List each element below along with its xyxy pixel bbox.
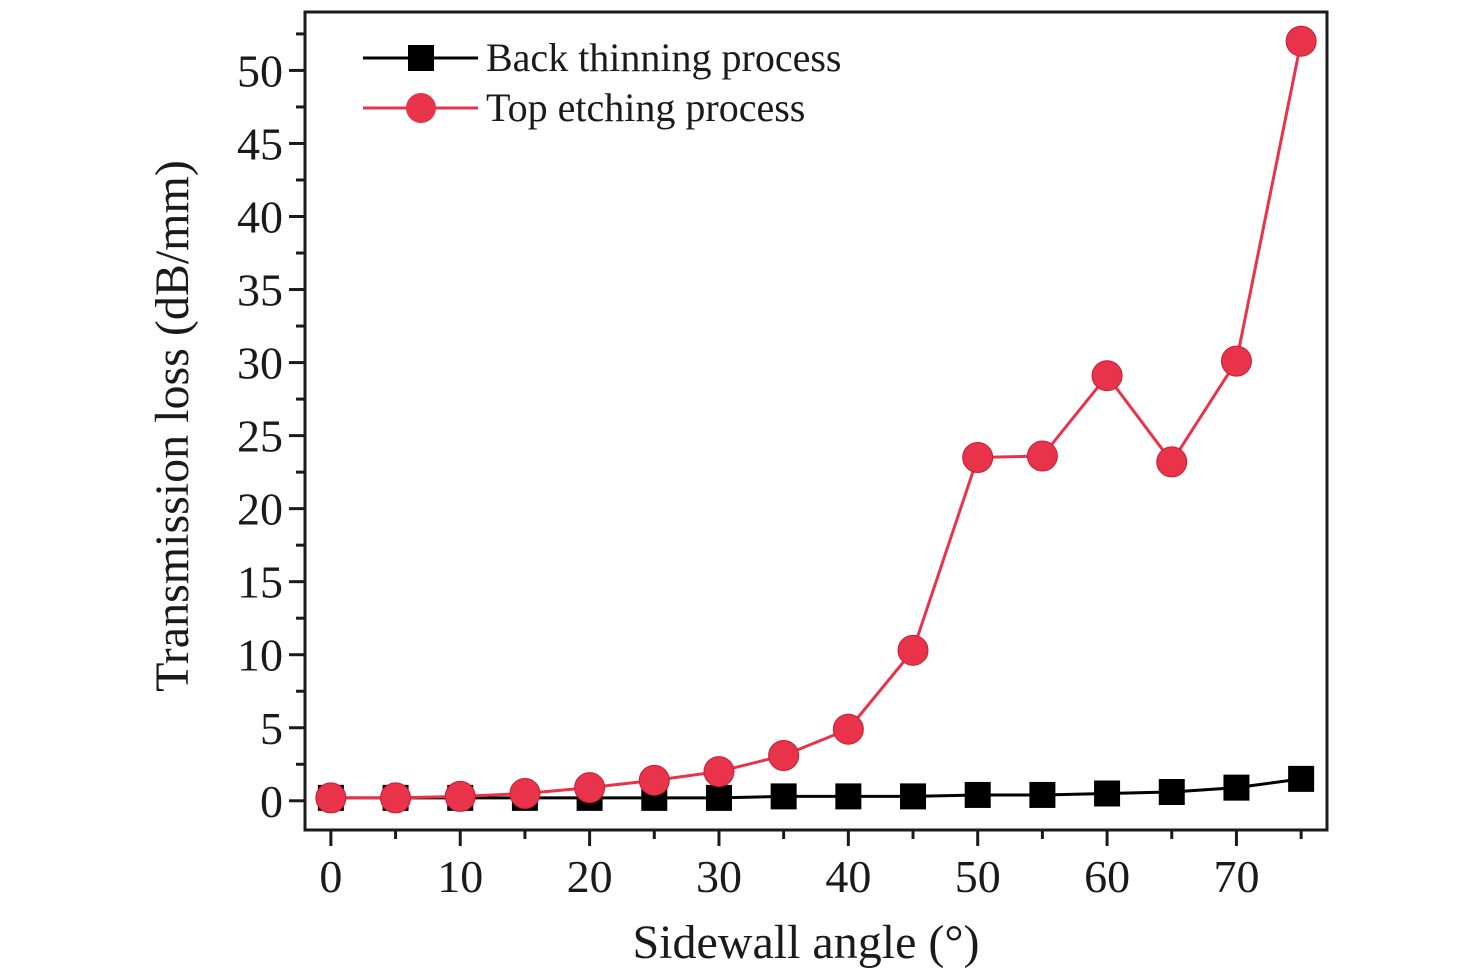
- plot-frame: [303, 10, 1329, 832]
- data-point-square: [1158, 779, 1185, 806]
- y-tick-label: 0: [260, 776, 283, 827]
- x-tick-label: 0: [319, 851, 342, 902]
- y-tick-label: 25: [237, 411, 283, 462]
- data-point-circle: [380, 782, 412, 814]
- data-point-circle: [832, 713, 864, 745]
- data-point-square: [1094, 780, 1121, 807]
- data-point-circle: [1220, 345, 1252, 377]
- y-tick-label: 20: [237, 484, 283, 535]
- data-point-circle: [962, 442, 994, 474]
- x-tick-label: 60: [1084, 851, 1130, 902]
- data-point-square: [705, 784, 732, 811]
- data-point-square: [835, 783, 862, 810]
- data-point-square: [964, 781, 991, 808]
- y-tick-label: 30: [237, 338, 283, 389]
- legend: Back thinning process Top etching process: [363, 35, 842, 130]
- axis-ticks: 0 10 20 30 40 50 60 70 0 5 10 15 20 25 30 35 40 45 50: [237, 32, 1303, 902]
- legend-marker-square: [408, 45, 434, 71]
- data-point-circle: [703, 756, 735, 788]
- legend-label: Top etching process: [486, 85, 805, 130]
- x-tick-label: 30: [696, 851, 742, 902]
- data-point-square: [1288, 765, 1315, 792]
- legend-marker-circle: [406, 93, 436, 123]
- x-tick-label: 10: [437, 851, 483, 902]
- y-axis-label: Transmission loss (dB/mm): [146, 160, 199, 692]
- data-point-circle: [638, 764, 670, 796]
- data-point-circle: [768, 740, 800, 772]
- x-tick-label: 40: [825, 851, 871, 902]
- data-point-circle: [574, 772, 606, 804]
- data-point-square: [900, 783, 927, 810]
- y-tick-label: 5: [260, 703, 283, 754]
- data-point-square: [1029, 781, 1056, 808]
- legend-label: Back thinning process: [486, 35, 842, 80]
- series-line: [330, 40, 1303, 800]
- x-tick-label: 20: [567, 851, 613, 902]
- data-point-circle: [1091, 360, 1123, 392]
- data-point-circle: [897, 634, 929, 666]
- y-tick-label: 40: [237, 192, 283, 243]
- series-line: [330, 777, 1302, 800]
- data-point-circle: [509, 777, 541, 809]
- data-point-square: [1223, 774, 1250, 801]
- series-layer: [315, 25, 1317, 814]
- data-point-circle: [1156, 446, 1188, 478]
- data-point-circle: [1285, 25, 1317, 57]
- x-axis-label: Sidewall angle (°): [632, 916, 979, 969]
- y-tick-label: 45: [237, 118, 283, 169]
- x-tick-label: 70: [1213, 851, 1259, 902]
- y-tick-label: 15: [237, 557, 283, 608]
- y-tick-label: 10: [237, 630, 283, 681]
- x-tick-label: 50: [955, 851, 1001, 902]
- y-tick-label: 35: [237, 265, 283, 316]
- data-point-square: [770, 783, 797, 810]
- data-point-circle: [444, 780, 476, 812]
- y-tick-label: 50: [237, 45, 283, 96]
- data-point-circle: [1026, 440, 1058, 472]
- data-point-circle: [315, 782, 347, 814]
